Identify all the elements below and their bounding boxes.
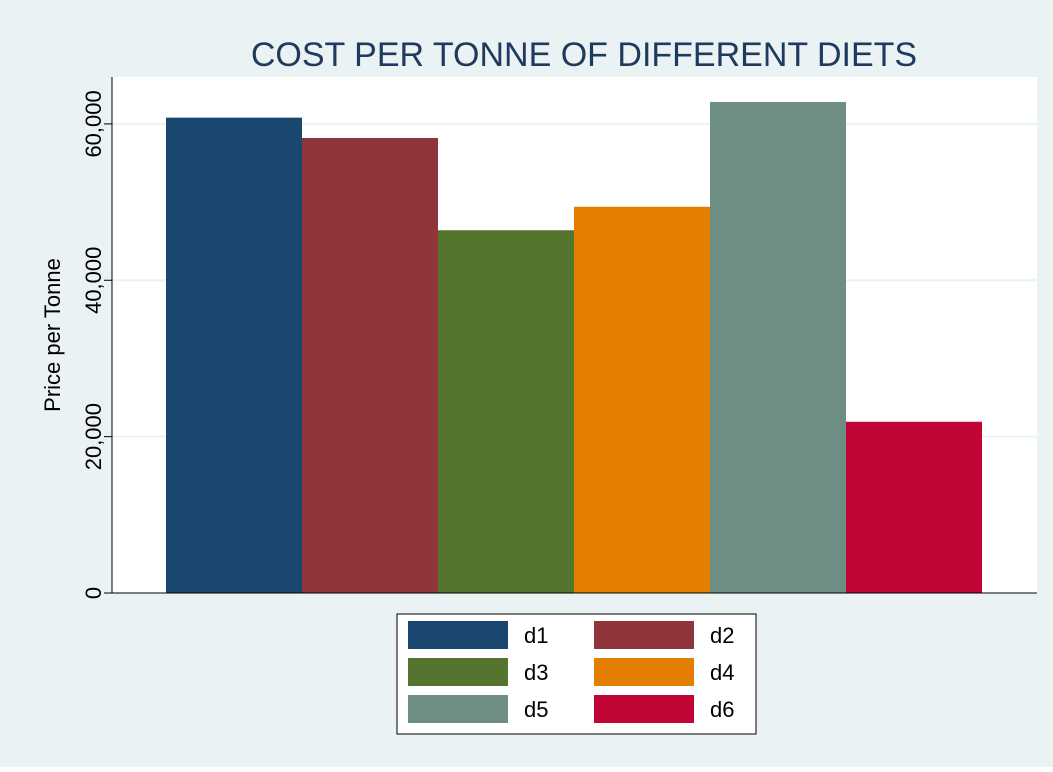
- y-tick-label: 20,000: [81, 403, 106, 470]
- chart-title: COST PER TONNE OF DIFFERENT DIETS: [251, 36, 917, 74]
- legend-label-d2: d2: [710, 623, 734, 648]
- bar-d2: [302, 137, 438, 593]
- legend: d1 d2 d3 d4 d5 d6: [396, 613, 757, 735]
- legend-swatch-d4: [594, 658, 694, 686]
- legend-label-d5: d5: [524, 697, 548, 722]
- legend-swatch-d2: [594, 621, 694, 649]
- bar-d4: [574, 206, 710, 594]
- y-tick-label: 40,000: [81, 247, 106, 314]
- legend-swatch-d6: [594, 695, 694, 723]
- legend-label-d1: d1: [524, 623, 548, 648]
- bar-d1: [166, 117, 302, 594]
- legend-label-d3: d3: [524, 660, 548, 685]
- bar-d3: [438, 230, 574, 593]
- legend-label-d4: d4: [710, 660, 734, 685]
- legend-swatch-d5: [408, 695, 508, 723]
- legend-swatch-d3: [408, 658, 508, 686]
- y-tick-label: 60,000: [81, 90, 106, 157]
- legend-swatch-d1: [408, 621, 508, 649]
- y-axis-ticks: 0 20,000 40,000 60,000: [81, 90, 112, 599]
- y-tick-label: 0: [81, 587, 106, 599]
- bar-d5: [710, 102, 846, 593]
- bar-d6: [846, 421, 982, 593]
- legend-label-d6: d6: [710, 697, 734, 722]
- bars-group: [166, 102, 982, 594]
- y-axis-label: Price per Tonne: [40, 258, 65, 412]
